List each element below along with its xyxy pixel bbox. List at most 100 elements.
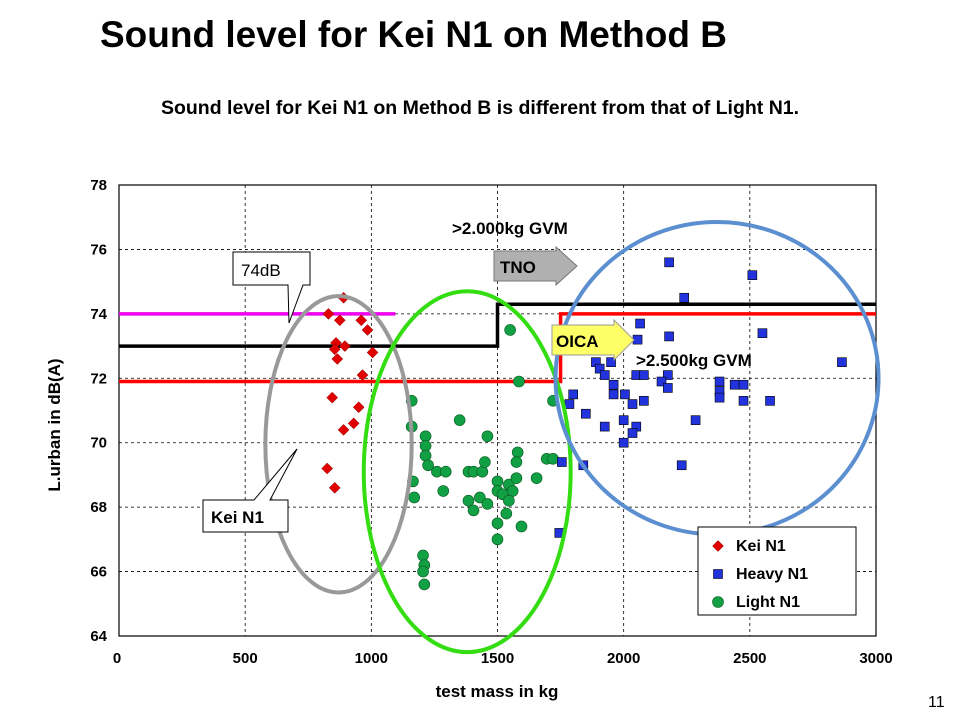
heavy-n1-point xyxy=(679,292,690,303)
gvm-2000-label: >2.000kg GVM xyxy=(452,219,568,238)
light-n1-point xyxy=(506,485,519,497)
y-tick-labels: 64 66 68 70 72 74 76 78 xyxy=(90,177,107,645)
x-axis-label: test mass in kg xyxy=(436,682,559,701)
gvm-2500-label: >2.500kg GVM xyxy=(636,351,752,370)
heavy-n1-point xyxy=(664,331,674,342)
light-n1-point xyxy=(419,440,432,452)
legend-heavy-marker xyxy=(713,569,723,579)
slide-title: Sound level for Kei N1 on Method B xyxy=(100,14,727,55)
heavy-n1-point xyxy=(564,399,575,409)
limit-line xyxy=(119,302,876,348)
heavy-n1-point xyxy=(557,457,567,467)
light-n1-point xyxy=(417,549,429,562)
x-tick-label: 3000 xyxy=(859,650,892,667)
ellipse-light-n1 xyxy=(361,289,573,655)
legend-heavy-label: Heavy N1 xyxy=(736,566,808,583)
y-tick-label: 66 xyxy=(90,564,107,581)
light-n1-point xyxy=(513,375,525,388)
slide-subtitle: Sound level for Kei N1 on Method B is di… xyxy=(160,97,800,119)
kei-n1-point xyxy=(337,423,350,436)
light-n1-point xyxy=(547,453,559,465)
kei-n1-point xyxy=(338,340,351,352)
heavy-n1-point xyxy=(632,334,643,345)
kei-n1-point xyxy=(356,369,369,381)
heavy-n1-point xyxy=(639,370,649,380)
x-tick-label: 2000 xyxy=(607,650,640,667)
heavy-n1-point xyxy=(729,379,740,390)
legend: Kei N1 Heavy N1 Light N1 xyxy=(697,526,857,616)
heavy-n1-point xyxy=(664,257,674,268)
heavy-n1-point xyxy=(676,460,687,471)
light-n1-point xyxy=(462,494,475,507)
heavy-n1-point xyxy=(757,328,768,338)
limit-callout-label: 74dB xyxy=(241,261,281,280)
kei-n1-point xyxy=(347,417,360,430)
x-tick-label: 0 xyxy=(113,650,121,667)
heavy-n1-point xyxy=(714,376,725,387)
legend-kei-label: Kei N1 xyxy=(736,538,786,555)
oica-arrow-label: OICA xyxy=(556,332,599,351)
heavy-n1-point xyxy=(747,270,758,281)
y-tick-label: 70 xyxy=(90,435,107,452)
heavy-n1-point xyxy=(765,396,775,406)
x-tick-label: 500 xyxy=(233,650,258,667)
light-n1-point xyxy=(510,472,523,484)
light-n1-point xyxy=(453,414,466,426)
oica-arrow: OICA xyxy=(551,318,635,362)
light-n1-point xyxy=(491,533,504,546)
legend-box xyxy=(697,526,857,616)
kei-n1-point xyxy=(328,481,341,494)
light-n1-point xyxy=(419,449,432,462)
y-tick-label: 68 xyxy=(90,499,107,516)
heavy-n1-point xyxy=(656,376,667,387)
heavy-n1-point xyxy=(627,399,638,409)
x-tick-label: 1000 xyxy=(355,650,388,667)
kei-n1-point xyxy=(328,343,341,356)
tno-arrow-shape xyxy=(493,245,578,287)
light-n1-point xyxy=(418,578,431,591)
heavy-n1-point xyxy=(568,389,579,400)
legend-markers xyxy=(712,540,724,608)
light-n1-point xyxy=(476,465,489,478)
light-n1-point xyxy=(510,456,523,468)
y-tick-label: 78 xyxy=(90,177,107,194)
heavy-n1-point xyxy=(620,389,630,400)
ellipse-kei-n1 xyxy=(263,294,414,595)
light-n1-point xyxy=(515,520,528,533)
heavy-n1-point xyxy=(608,389,619,400)
heavy-n1-point xyxy=(594,363,605,374)
y-axis-label: L.urban in dB(A) xyxy=(45,358,64,491)
limit-callout: 74dB xyxy=(232,251,311,324)
heavy-n1-point xyxy=(663,383,673,393)
heavy-n1-point xyxy=(738,396,749,406)
tno-arrow: TNO xyxy=(493,245,578,287)
light-n1-point xyxy=(474,491,486,504)
tno-arrow-label: TNO xyxy=(500,258,536,277)
y-tick-label: 76 xyxy=(90,241,107,258)
legend-light-label: Light N1 xyxy=(736,594,800,611)
page-number: 11 xyxy=(928,694,945,711)
kei-n1-point xyxy=(333,314,346,327)
heavy-n1-point xyxy=(606,357,616,367)
heavy-n1-point xyxy=(837,357,847,367)
y-tick-label: 64 xyxy=(90,628,107,645)
heavy-n1-point xyxy=(738,379,749,390)
x-tick-labels: 0 500 1000 1500 2000 2500 3000 xyxy=(113,650,893,667)
kei-n1-point xyxy=(355,314,368,327)
light-n1-point xyxy=(408,491,421,504)
light-n1-point xyxy=(437,485,450,497)
heavy-n1-point xyxy=(618,415,629,425)
heavy-n1-point xyxy=(599,421,610,432)
y-tick-label: 72 xyxy=(90,370,107,387)
kei-n1-point xyxy=(326,391,339,404)
heavy-n1-point xyxy=(608,379,619,390)
heavy-n1-point xyxy=(627,428,638,438)
light-n1-point xyxy=(417,565,429,578)
light-n1-point xyxy=(481,430,494,443)
heavy-n1-point xyxy=(618,437,629,448)
light-n1-point xyxy=(479,456,491,468)
limit-callout-box xyxy=(232,251,311,324)
heavy-n1-point xyxy=(690,415,701,425)
light-n1-point xyxy=(491,475,504,488)
